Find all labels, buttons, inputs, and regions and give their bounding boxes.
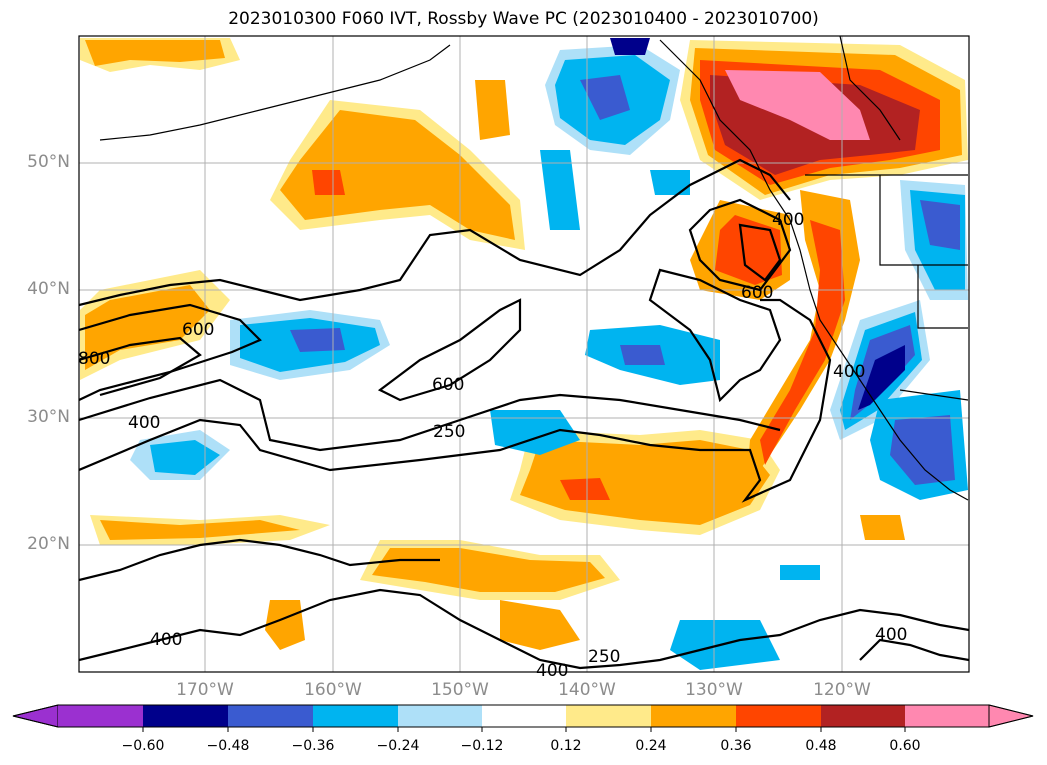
contour-label: 600 bbox=[432, 375, 464, 395]
lon-label: 120°W bbox=[813, 680, 871, 700]
lon-label: 130°W bbox=[685, 680, 743, 700]
positive-anomaly-shading bbox=[80, 38, 968, 650]
contour-label: 400 bbox=[833, 362, 865, 382]
lon-label: 150°W bbox=[431, 680, 489, 700]
colorbar bbox=[12, 704, 1034, 732]
contour-label: 250 bbox=[433, 422, 465, 442]
contour-label: 250 bbox=[588, 647, 620, 667]
colorbar-tick-label: 0.36 bbox=[720, 738, 752, 754]
contour-label: 400 bbox=[875, 625, 907, 645]
lon-label: 160°W bbox=[304, 680, 362, 700]
ivt-contours bbox=[79, 158, 969, 670]
contour-label-group: 600 800 400 600 250 400 600 400 250 400 … bbox=[78, 210, 907, 681]
colorbar-tick-label: 0.24 bbox=[635, 738, 667, 754]
chart-title: 2023010300 F060 IVT, Rossby Wave PC (202… bbox=[228, 9, 819, 29]
contour-label: 600 bbox=[741, 283, 773, 303]
contour-label: 400 bbox=[772, 210, 804, 230]
lat-label: 40°N bbox=[27, 279, 70, 299]
colorbar-tick-label: 0.48 bbox=[805, 738, 837, 754]
graticule bbox=[79, 36, 969, 672]
contour-label: 400 bbox=[536, 661, 568, 681]
colorbar-tick-label: 0.60 bbox=[889, 738, 921, 754]
colorbar-tick-label: 0.12 bbox=[550, 738, 582, 754]
lon-label: 140°W bbox=[558, 680, 616, 700]
colorbar-tick-label: −0.24 bbox=[376, 738, 420, 754]
colorbar-tick-label: −0.48 bbox=[206, 738, 250, 754]
colorbar-tick-label: −0.12 bbox=[460, 738, 504, 754]
colorbar-tick-label: −0.60 bbox=[121, 738, 165, 754]
contour-label: 400 bbox=[150, 630, 182, 650]
colorbar-tick-label: −0.36 bbox=[291, 738, 335, 754]
coastlines bbox=[99, 36, 969, 501]
contour-label: 400 bbox=[128, 413, 160, 433]
contour-label: 600 bbox=[182, 320, 214, 340]
lat-label: 20°N bbox=[27, 534, 70, 554]
lat-label: 50°N bbox=[27, 152, 70, 172]
lon-label: 170°W bbox=[176, 680, 234, 700]
lat-label: 30°N bbox=[27, 407, 70, 427]
map-frame bbox=[78, 35, 970, 673]
contour-label: 800 bbox=[78, 349, 110, 369]
map-area bbox=[79, 36, 969, 672]
